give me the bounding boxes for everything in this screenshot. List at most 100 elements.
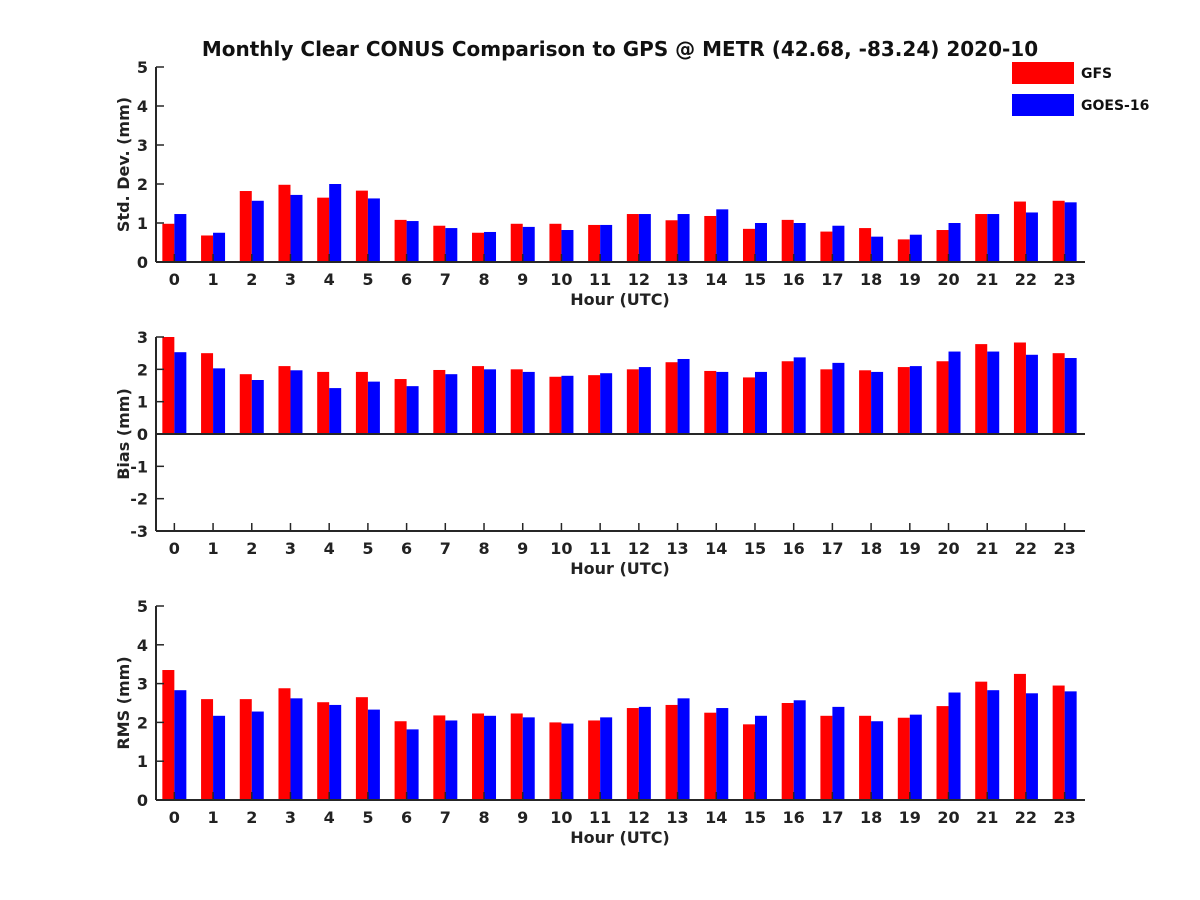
bar-goes-16-hour-5: [367, 381, 380, 434]
x-tick-label: 13: [666, 808, 688, 827]
bar-goes-16-hour-16: [793, 357, 806, 434]
bar-gfs-hour-4: [317, 702, 330, 800]
x-tick-label: 16: [783, 539, 805, 558]
bar-gfs-hour-21: [975, 214, 988, 262]
x-tick-label: 11: [589, 808, 611, 827]
x-tick-label: 3: [285, 808, 296, 827]
bar-goes-16-hour-10: [561, 723, 574, 800]
bar-gfs-hour-20: [936, 706, 949, 800]
x-tick-label: 14: [705, 270, 727, 289]
bar-gfs-hour-18: [859, 370, 872, 434]
bar-goes-16-hour-13: [677, 214, 690, 262]
x-tick-label: 9: [517, 808, 528, 827]
bar-gfs-hour-2: [239, 374, 252, 434]
bar-gfs-hour-12: [626, 214, 639, 262]
bar-gfs-hour-17: [820, 715, 833, 800]
y-tick-label: 5: [137, 597, 148, 616]
bar-goes-16-hour-16: [793, 223, 806, 262]
bar-goes-16-hour-17: [832, 362, 845, 434]
y-tick-label: -2: [130, 490, 148, 509]
x-tick-label: 14: [705, 808, 727, 827]
bar-goes-16-hour-21: [987, 351, 1000, 434]
bar-gfs-hour-12: [626, 369, 639, 434]
bar-gfs-hour-16: [781, 361, 794, 434]
bar-goes-16-hour-2: [251, 200, 264, 262]
bars: [162, 337, 1077, 434]
bar-gfs-hour-18: [859, 228, 872, 262]
bar-goes-16-hour-4: [329, 704, 342, 800]
bar-goes-16-hour-3: [290, 698, 303, 800]
bar-goes-16-hour-18: [871, 721, 884, 800]
x-tick-label: 21: [976, 539, 998, 558]
bar-goes-16-hour-0: [174, 214, 187, 262]
bar-goes-16-hour-14: [716, 209, 729, 262]
chart-title: Monthly Clear CONUS Comparison to GPS @ …: [202, 37, 1038, 61]
bar-goes-16-hour-20: [948, 351, 961, 434]
x-tick-label: 16: [783, 808, 805, 827]
bar-goes-16-hour-1: [213, 368, 226, 434]
bar-gfs-hour-15: [742, 228, 755, 262]
bar-goes-16-hour-11: [600, 717, 613, 800]
x-tick-label: 8: [478, 270, 489, 289]
x-tick-label: 18: [860, 270, 882, 289]
bars: [162, 184, 1077, 262]
x-tick-label: 17: [821, 808, 843, 827]
bar-gfs-hour-20: [936, 230, 949, 262]
y-tick-label: 0: [137, 791, 148, 810]
x-tick-label: 2: [246, 808, 257, 827]
bar-goes-16-hour-18: [871, 236, 884, 262]
bar-goes-16-hour-22: [1025, 212, 1038, 262]
bar-goes-16-hour-9: [522, 371, 535, 434]
bar-gfs-hour-20: [936, 361, 949, 434]
bar-goes-16-hour-13: [677, 358, 690, 434]
bar-gfs-hour-9: [510, 713, 523, 800]
bar-goes-16-hour-3: [290, 194, 303, 262]
bar-goes-16-hour-5: [367, 709, 380, 800]
bar-gfs-hour-5: [355, 190, 368, 262]
x-tick-label: 17: [821, 539, 843, 558]
y-axis-label: RMS (mm): [114, 656, 133, 749]
bar-gfs-hour-19: [897, 717, 910, 800]
y-tick-label: 1: [137, 214, 148, 233]
y-tick-label: 1: [137, 752, 148, 771]
bar-goes-16-hour-14: [716, 371, 729, 434]
bar-goes-16-hour-23: [1064, 691, 1077, 800]
bar-goes-16-hour-19: [909, 714, 922, 800]
bar-gfs-hour-6: [394, 379, 407, 434]
bar-goes-16-hour-12: [638, 706, 651, 800]
bar-gfs-hour-6: [394, 219, 407, 262]
bar-goes-16-hour-22: [1025, 693, 1038, 800]
x-tick-label: 11: [589, 270, 611, 289]
x-tick-label: 1: [207, 808, 218, 827]
bar-gfs-hour-19: [897, 367, 910, 434]
bar-gfs-hour-23: [1052, 200, 1065, 262]
y-tick-label: 2: [137, 713, 148, 732]
x-tick-label: 21: [976, 808, 998, 827]
x-tick-label: 1: [207, 539, 218, 558]
bar-gfs-hour-16: [781, 219, 794, 262]
bar-goes-16-hour-4: [329, 388, 342, 434]
bar-gfs-hour-10: [549, 223, 562, 262]
bar-gfs-hour-22: [1013, 342, 1026, 434]
bar-gfs-hour-5: [355, 371, 368, 434]
x-tick-label: 23: [1054, 808, 1076, 827]
bar-gfs-hour-23: [1052, 353, 1065, 434]
bar-gfs-hour-11: [588, 224, 601, 262]
bar-gfs-hour-22: [1013, 673, 1026, 800]
x-tick-label: 20: [937, 270, 959, 289]
x-tick-label: 22: [1015, 270, 1037, 289]
bar-gfs-hour-7: [433, 369, 446, 434]
x-tick-label: 18: [860, 808, 882, 827]
x-tick-label: 13: [666, 539, 688, 558]
x-tick-label: 5: [362, 808, 373, 827]
bar-goes-16-hour-1: [213, 232, 226, 262]
bar-gfs-hour-17: [820, 369, 833, 434]
bar-gfs-hour-12: [626, 708, 639, 800]
bar-gfs-hour-3: [278, 366, 291, 434]
bar-goes-16-hour-20: [948, 692, 961, 800]
bar-gfs-hour-2: [239, 191, 252, 262]
bar-goes-16-hour-13: [677, 698, 690, 800]
bar-goes-16-hour-21: [987, 214, 1000, 262]
